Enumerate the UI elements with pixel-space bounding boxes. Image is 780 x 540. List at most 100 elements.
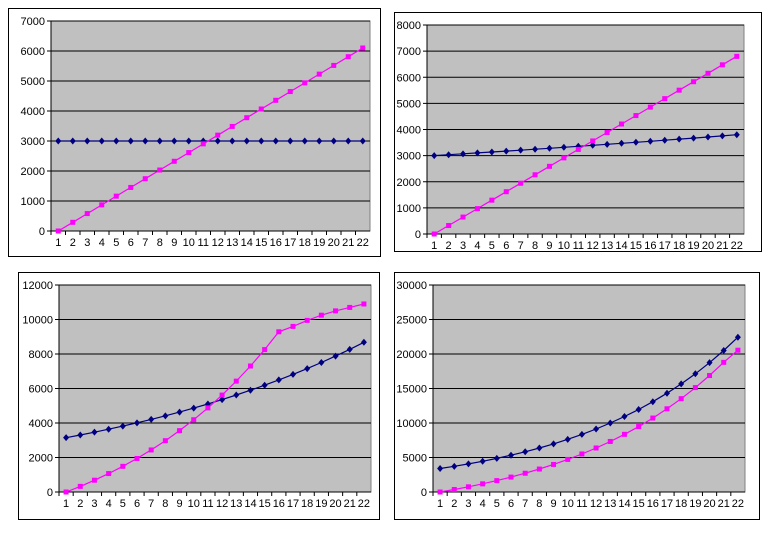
data-point-2 — [575, 146, 581, 152]
data-point-1 — [91, 428, 98, 436]
data-point-2 — [721, 359, 727, 365]
data-point-2 — [474, 206, 480, 212]
data-point-1 — [330, 137, 337, 145]
data-point-2 — [621, 431, 627, 437]
data-point-1 — [635, 405, 642, 413]
x-tick-label: 15 — [633, 498, 645, 510]
data-point-2 — [593, 445, 599, 451]
series-line-2 — [65, 303, 365, 493]
data-point-1 — [318, 358, 325, 366]
x-tick-label: 17 — [287, 498, 299, 510]
data-point-2 — [276, 329, 282, 335]
x-tick-label: 9 — [176, 498, 182, 510]
data-point-1 — [119, 422, 126, 430]
data-point-1 — [261, 381, 268, 389]
x-tick-label: 3 — [91, 498, 97, 510]
x-tick-label: 2 — [451, 498, 457, 510]
data-point-2 — [518, 180, 524, 186]
data-point-2 — [604, 129, 610, 135]
data-point-2 — [162, 438, 168, 444]
x-tick-label: 16 — [647, 498, 659, 510]
data-point-1 — [692, 370, 699, 378]
data-point-1 — [733, 131, 740, 139]
data-point-2 — [262, 347, 268, 353]
y-tick-label: 4000 — [21, 106, 45, 118]
data-point-1 — [272, 137, 279, 145]
data-point-1 — [649, 398, 656, 406]
x-tick-label: 21 — [716, 240, 728, 251]
data-point-1 — [360, 338, 367, 346]
data-point-2 — [565, 456, 571, 462]
x-tick-label: 6 — [134, 498, 140, 510]
data-point-2 — [106, 471, 112, 477]
y-tick-label: 20000 — [396, 349, 427, 361]
data-point-2 — [361, 301, 367, 307]
data-point-1 — [304, 365, 311, 373]
data-point-2 — [302, 80, 308, 86]
x-tick-label: 15 — [259, 498, 271, 510]
x-tick-label: 16 — [270, 237, 282, 249]
data-point-2 — [316, 71, 322, 77]
x-tick-label: 5 — [489, 240, 495, 251]
y-tick-label: 10000 — [396, 418, 427, 430]
data-point-2 — [590, 138, 596, 144]
data-point-2 — [546, 163, 552, 169]
x-tick-label: 11 — [198, 237, 209, 249]
x-tick-label: 2 — [70, 237, 76, 249]
y-tick-label: 0 — [47, 487, 53, 499]
data-point-1 — [190, 404, 197, 412]
y-tick-label: 0 — [415, 229, 421, 241]
data-point-2 — [287, 89, 293, 95]
x-tick-label: 3 — [465, 498, 471, 510]
series-line-2 — [57, 47, 364, 232]
data-point-2 — [719, 62, 725, 68]
y-tick-label: 0 — [39, 226, 45, 238]
data-point-2 — [347, 304, 353, 310]
data-point-2 — [333, 308, 339, 314]
data-point-1 — [474, 149, 481, 157]
x-tick-label: 20 — [702, 240, 714, 251]
x-tick-label: 12 — [590, 498, 602, 510]
data-point-2 — [503, 189, 509, 195]
x-tick-label: 14 — [244, 498, 256, 510]
data-point-1 — [532, 145, 539, 153]
x-tick-label: 8 — [157, 237, 163, 249]
data-point-2 — [360, 45, 366, 51]
data-point-2 — [55, 228, 61, 234]
x-tick-label: 21 — [344, 498, 356, 510]
x-tick-label: 22 — [731, 240, 743, 251]
data-point-1 — [332, 352, 339, 360]
data-point-1 — [460, 150, 467, 158]
data-point-2 — [215, 132, 221, 138]
data-point-1 — [233, 391, 240, 399]
x-tick-label: 1 — [55, 237, 61, 249]
x-tick-label: 22 — [732, 498, 744, 510]
y-tick-label: 10000 — [22, 315, 53, 327]
data-point-2 — [134, 455, 140, 461]
data-point-1 — [618, 139, 625, 147]
data-point-2 — [84, 211, 90, 217]
data-point-2 — [707, 373, 713, 379]
data-point-1 — [607, 419, 614, 427]
data-point-1 — [345, 137, 352, 145]
data-point-1 — [247, 386, 254, 394]
y-tick-label: 25000 — [396, 315, 427, 327]
y-tick-label: 1000 — [397, 203, 421, 215]
data-point-1 — [142, 137, 149, 145]
data-point-1 — [316, 137, 323, 145]
data-point-1 — [84, 137, 91, 145]
x-tick-label: 11 — [202, 498, 213, 510]
data-point-2 — [494, 478, 500, 484]
data-point-2 — [113, 193, 119, 199]
x-tick-label: 4 — [99, 237, 105, 249]
x-tick-label: 22 — [358, 498, 370, 510]
x-tick-label: 10 — [188, 498, 200, 510]
x-tick-label: 12 — [216, 498, 228, 510]
data-point-1 — [243, 137, 250, 145]
x-tick-label: 13 — [230, 498, 242, 510]
data-point-2 — [676, 87, 682, 93]
data-point-2 — [489, 197, 495, 203]
data-point-2 — [77, 483, 83, 489]
data-point-1 — [593, 425, 600, 433]
y-tick-label: 6000 — [29, 384, 53, 396]
